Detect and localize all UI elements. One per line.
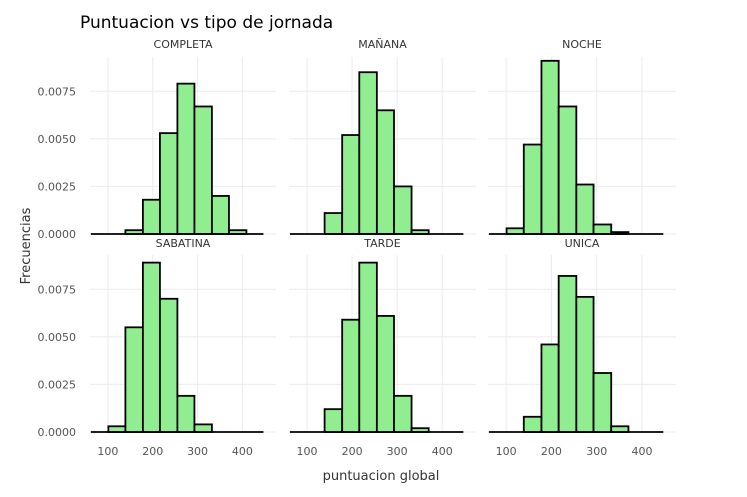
x-tick-label: 200	[342, 445, 363, 458]
panel-completa: COMPLETA 0.0000 0.0025 0.0050 0.0075	[38, 38, 276, 241]
x-tick-label: 100	[297, 445, 318, 458]
histogram-bar	[141, 198, 161, 235]
y-tick-label: 0.0025	[38, 378, 77, 391]
histogram-bar	[393, 185, 413, 235]
histogram-bar	[323, 408, 344, 433]
histogram-bar	[193, 105, 213, 235]
histogram-bar	[375, 315, 395, 433]
histogram-bar	[211, 195, 230, 235]
chart-title: Puntuacion vs tipo de jornada	[80, 13, 333, 33]
y-axis-title: Frecuencias	[19, 207, 34, 284]
x-tick-label: 300	[387, 445, 408, 458]
x-tick-label: 300	[586, 445, 607, 458]
histogram-bar	[159, 132, 179, 235]
histogram-bar	[522, 415, 543, 433]
facet-label: TARDE	[363, 237, 401, 250]
y-tick-label: 0.0050	[38, 331, 77, 344]
y-tick-label: 0.0050	[38, 133, 77, 146]
x-axis-title: puntuacion global	[323, 469, 440, 484]
histogram-bar	[176, 394, 196, 433]
histogram-bar	[575, 295, 595, 433]
histogram-bar	[193, 423, 213, 433]
y-tick-label: 0.0000	[38, 426, 77, 439]
x-tick-label: 100	[97, 445, 118, 458]
histogram-bar	[341, 318, 361, 433]
histogram-bar	[358, 71, 378, 235]
facet-label: UNICA	[565, 237, 600, 250]
histogram-bar	[375, 109, 395, 235]
y-tick-label: 0.0025	[38, 180, 77, 193]
facets-layer: COMPLETA 0.0000 0.0025 0.0050 0.0075 MAÑANA NO…	[38, 38, 676, 458]
y-tick-label: 0.0075	[38, 85, 77, 98]
histogram-bar	[176, 82, 196, 235]
y-tick-label: 0.0075	[38, 283, 77, 296]
histogram-bar	[358, 261, 378, 433]
histogram-bar	[522, 143, 543, 235]
facet-label: NOCHE	[562, 38, 602, 51]
panel-sabatina: SABATINA 0.0000 0.0025 0.0050 0.0075 100 200 30…	[38, 237, 276, 458]
panel-noche: NOCHE	[488, 38, 676, 235]
histogram-bar	[341, 134, 361, 235]
x-tick-label: 200	[142, 445, 163, 458]
x-tick-label: 400	[632, 445, 653, 458]
x-tick-label: 400	[432, 445, 453, 458]
histogram-bar	[557, 275, 578, 433]
facet-label: SABATINA	[156, 237, 211, 250]
histogram-bar	[159, 297, 179, 433]
panel-tarde: TARDE 100 200 300 400	[289, 237, 476, 458]
facet-label: COMPLETA	[154, 38, 213, 51]
histogram-bar	[141, 261, 161, 433]
histogram-bar	[575, 183, 595, 235]
y-tick-label: 0.0000	[38, 228, 77, 241]
histogram-bar	[323, 212, 344, 235]
x-tick-label: 100	[496, 445, 517, 458]
x-tick-label: 400	[232, 445, 253, 458]
histogram-bar	[124, 326, 144, 433]
histogram-bar	[540, 343, 560, 433]
facet-label: MAÑANA	[358, 38, 407, 51]
histogram-bar	[557, 105, 578, 235]
histogram-bar	[592, 223, 613, 235]
histogram-bar	[592, 372, 613, 433]
histogram-bar	[540, 59, 560, 235]
panel-mañana: MAÑANA	[289, 38, 476, 235]
x-tick-label: 300	[187, 445, 208, 458]
x-tick-label: 200	[541, 445, 562, 458]
histogram-bar	[393, 394, 413, 433]
panel-unica: UNICA 100 200 300 400	[488, 237, 676, 458]
